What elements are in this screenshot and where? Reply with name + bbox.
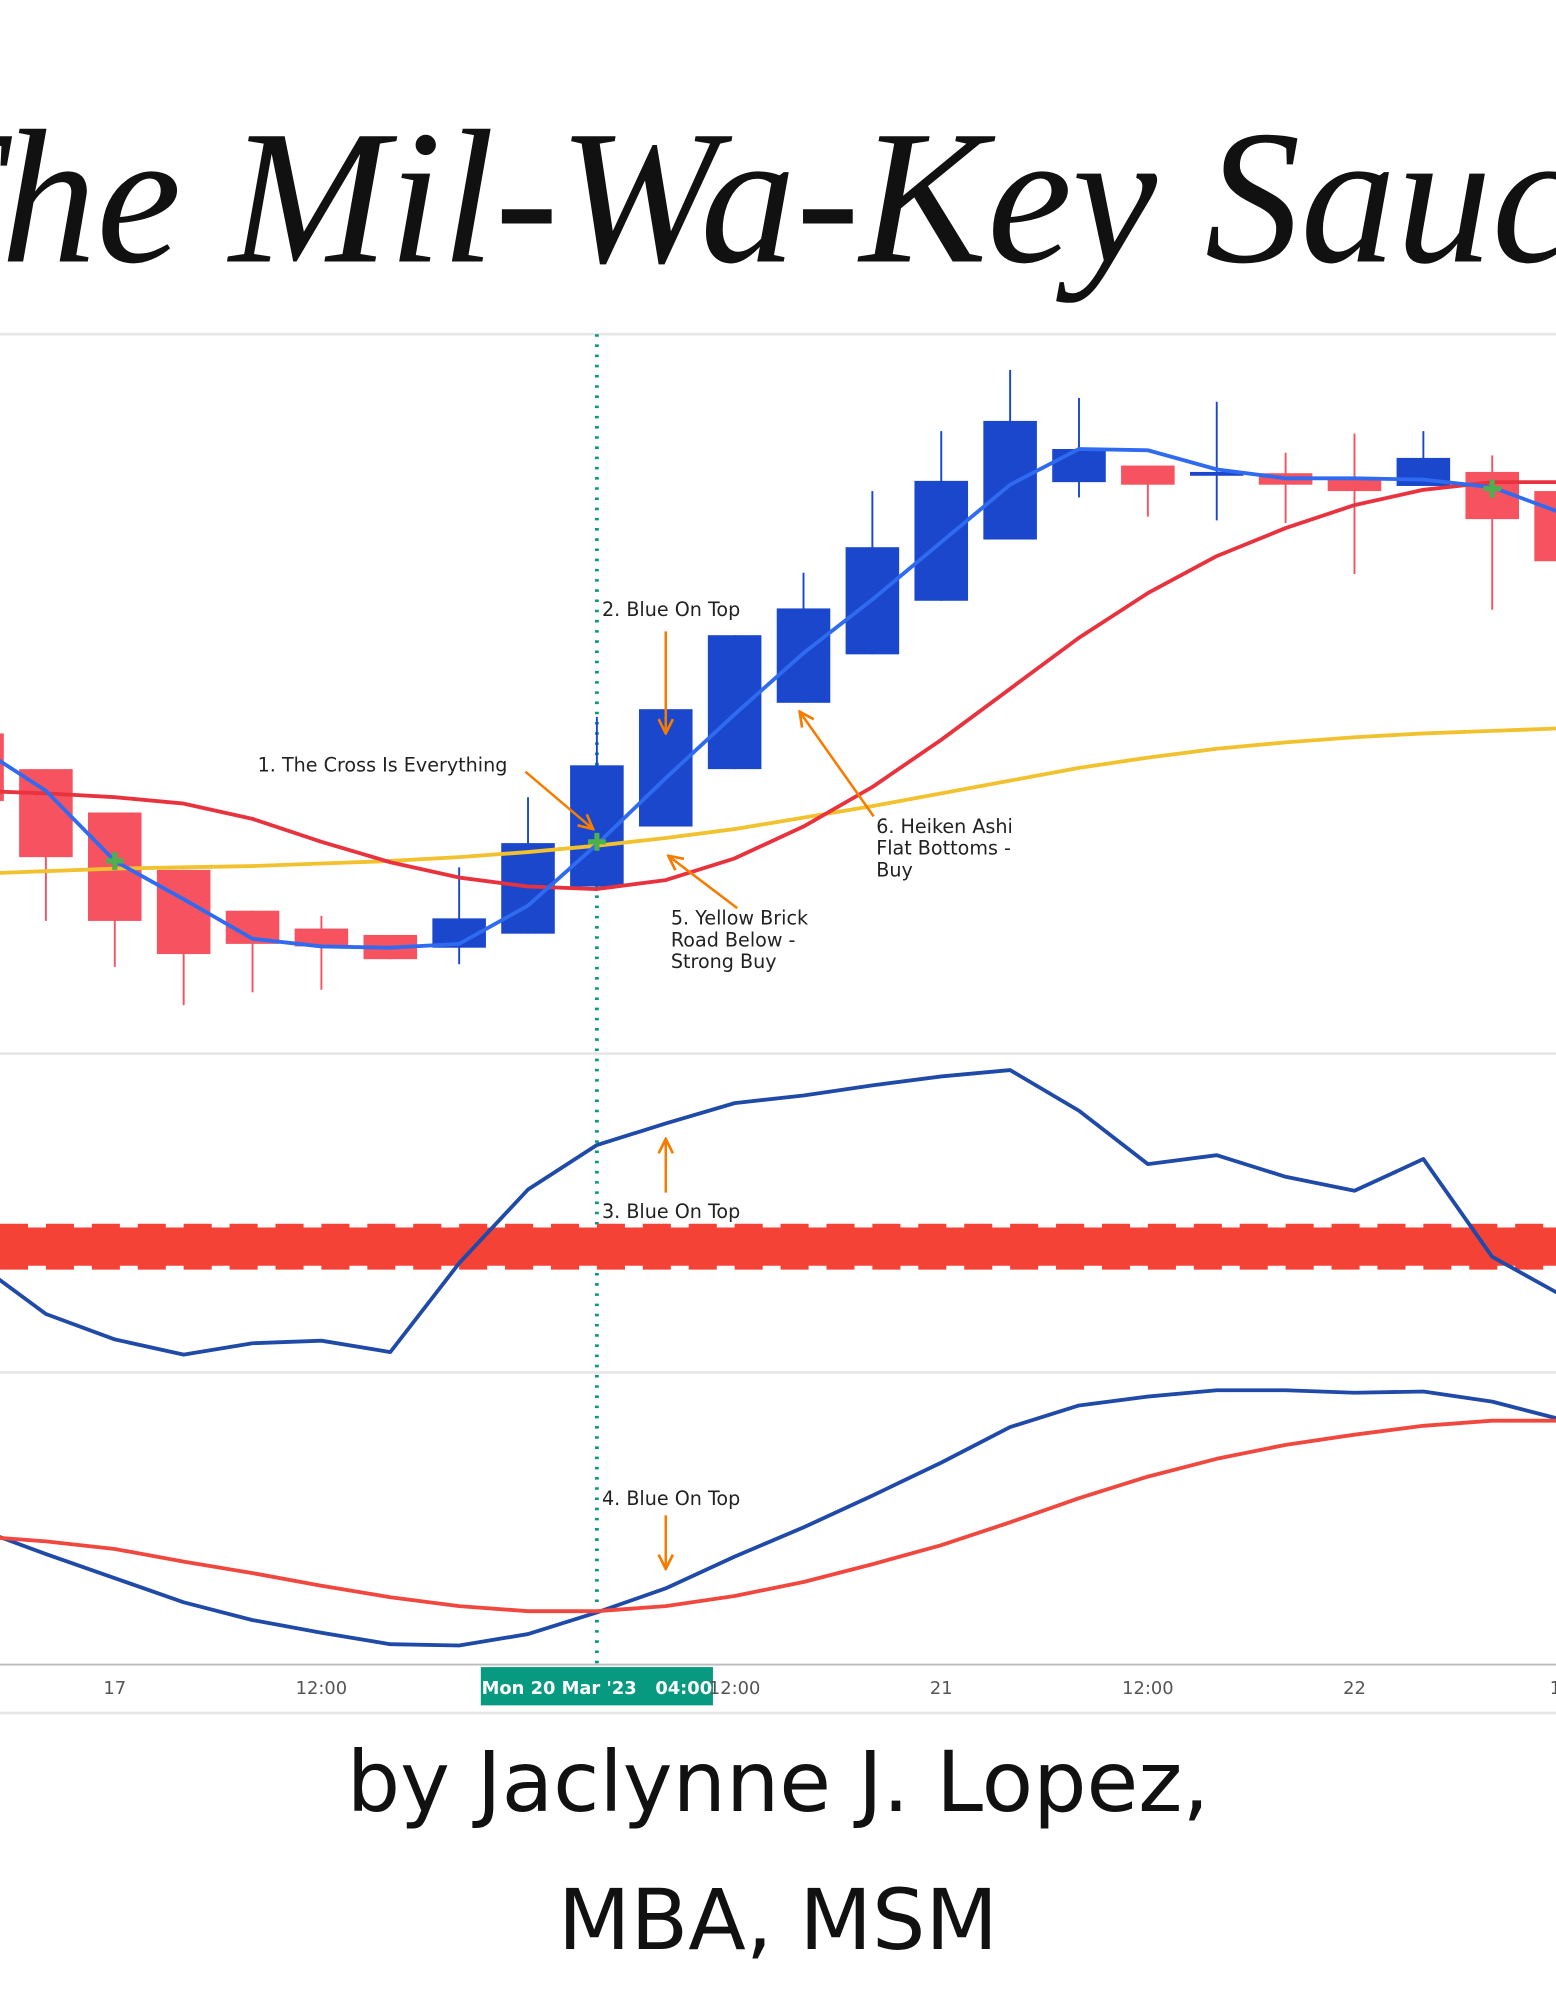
annotations: 1. The Cross Is Everything 2. Blue On To… [258, 598, 1013, 1569]
annotation: Flat Bottoms - [876, 837, 1011, 860]
indicator-line [0, 1418, 1556, 1614]
x-tick-label: 17 [103, 1678, 126, 1699]
cross-marker [1483, 479, 1502, 498]
annotation: Buy [876, 858, 913, 881]
annotation: 1. The Cross Is Everything [258, 754, 508, 777]
annotation: 4. Blue On Top [602, 1487, 740, 1510]
candle-body [19, 769, 73, 858]
moving-average [0, 726, 1556, 875]
chart [0, 334, 1556, 1665]
x-tick-label: 12 [1550, 1678, 1556, 1699]
moving-average [0, 447, 1556, 950]
candle-body [156, 869, 211, 955]
x-tick-label: 21 [930, 1678, 953, 1699]
annotation: Road Below - [671, 928, 796, 951]
indicator-line [0, 1068, 1556, 1357]
x-tick-label: 12:00 [709, 1678, 760, 1699]
arrow [800, 712, 875, 818]
author: by Jaclynne J. Lopez, [347, 1733, 1209, 1831]
annotation: 3. Blue On Top [602, 1200, 740, 1223]
x-tick-label: 12:00 [1122, 1678, 1173, 1699]
candle-body [0, 733, 4, 802]
annotation: 6. Heiken Ashi [876, 815, 1013, 838]
x-tick-label: Mon 20 Mar '23 04:00 [482, 1678, 713, 1699]
candle-body [1189, 471, 1244, 476]
candle-body [707, 635, 762, 770]
x-tick-label: 12:00 [296, 1678, 347, 1699]
cross-marker [587, 832, 606, 851]
candle-body [294, 928, 349, 947]
title: The Mil-Wa-Key Sauce [0, 92, 1556, 303]
arrow [668, 856, 738, 910]
cross-marker [105, 852, 124, 870]
candle-body [983, 420, 1037, 540]
x-tick-label: 22 [1343, 1678, 1366, 1699]
annotation: 2. Blue On Top [602, 598, 740, 621]
indicator-line [0, 1388, 1556, 1648]
author: MBA, MSM [558, 1871, 998, 1969]
panel-borders [0, 332, 1556, 1715]
candle-body [1121, 465, 1175, 485]
crosshair-label-bg [480, 1667, 713, 1706]
candle-body [1052, 448, 1106, 483]
candle-body [1534, 491, 1556, 562]
annotation: Strong Buy [671, 950, 777, 973]
candle-body [1327, 477, 1382, 492]
moving-average [0, 480, 1556, 891]
annotation: 5. Yellow Brick [671, 907, 809, 930]
arrow [524, 770, 593, 829]
